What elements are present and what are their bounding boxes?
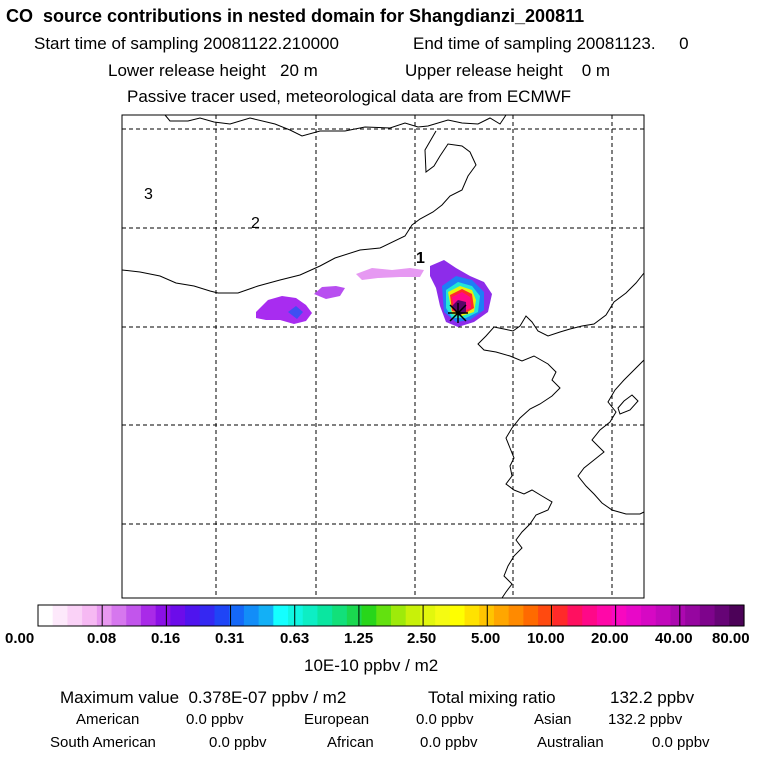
lower-release-height-label: Lower release height 20 m xyxy=(108,61,318,80)
map-frame xyxy=(121,114,645,599)
colorbar-tick-label: 0.08 xyxy=(87,630,117,647)
contribution-value-asian: 132.2 ppbv xyxy=(608,711,683,728)
plume-west-core xyxy=(288,306,303,319)
maximum-value-label: Maximum value 0.378E-07 ppbv / m2 xyxy=(60,688,347,707)
colorbar-tick-label: 10.00 xyxy=(527,630,565,647)
boundaries xyxy=(121,114,645,599)
region-label-2: 2 xyxy=(251,215,260,232)
colorbar-tick-label: 5.00 xyxy=(471,630,501,647)
colorbar-tick-label: 1.25 xyxy=(344,630,374,647)
contribution-name-american: American xyxy=(76,711,140,728)
contribution-name-south-american: South American xyxy=(50,734,156,751)
colorbar-tick-label: 20.00 xyxy=(591,630,629,647)
contribution-value-african: 0.0 ppbv xyxy=(420,734,478,751)
plume-east-core xyxy=(452,300,466,316)
contribution-name-african: African xyxy=(327,734,374,751)
total-mixing-ratio-value: 132.2 ppbv xyxy=(610,688,695,707)
peninsula-coast xyxy=(577,359,645,515)
total-mixing-ratio-label: Total mixing ratio xyxy=(428,688,556,707)
page-title: CO source contributions in nested domain… xyxy=(6,6,585,26)
colorbar-tick-label: 0.16 xyxy=(151,630,181,647)
northern-border xyxy=(164,114,507,137)
plume-mid xyxy=(314,286,345,299)
contribution-name-european: European xyxy=(304,711,370,728)
island-coast xyxy=(617,394,639,415)
coastline xyxy=(477,272,645,599)
colorbar-tick-label: 0.31 xyxy=(215,630,245,647)
end-time-label: End time of sampling 20081123. 0 xyxy=(413,34,689,53)
region-label-1: 1 xyxy=(416,250,425,267)
contribution-value-european: 0.0 ppbv xyxy=(416,711,474,728)
contribution-name-australian: Australian xyxy=(537,734,604,751)
plume xyxy=(256,260,492,327)
upper-release-height-label: Upper release height 0 m xyxy=(405,61,611,80)
contribution-value-australian: 0.0 ppbv xyxy=(652,734,710,751)
colorbar-tick-label: 0.63 xyxy=(280,630,310,647)
colorbar-tick-label: 80.00 xyxy=(712,630,750,647)
release-site-marker-icon xyxy=(448,303,468,323)
colorbar-unit: 10E-10 ppbv / m2 xyxy=(304,656,439,675)
start-time-label: Start time of sampling 20081122.210000 xyxy=(34,34,339,53)
colorbar-tick-label: 40.00 xyxy=(655,630,693,647)
inner-border xyxy=(121,130,477,294)
colorbar-tick-label: 2.50 xyxy=(407,630,437,647)
colorbar-tick-label: 0.00 xyxy=(5,630,35,647)
tracer-note: Passive tracer used, meteorological data… xyxy=(127,87,572,106)
plume-band xyxy=(356,268,424,280)
contribution-value-american: 0.0 ppbv xyxy=(186,711,244,728)
graticule xyxy=(122,115,644,598)
contribution-value-south-american: 0.0 ppbv xyxy=(209,734,267,751)
region-label-3: 3 xyxy=(144,186,153,203)
contribution-name-asian: Asian xyxy=(534,711,572,728)
